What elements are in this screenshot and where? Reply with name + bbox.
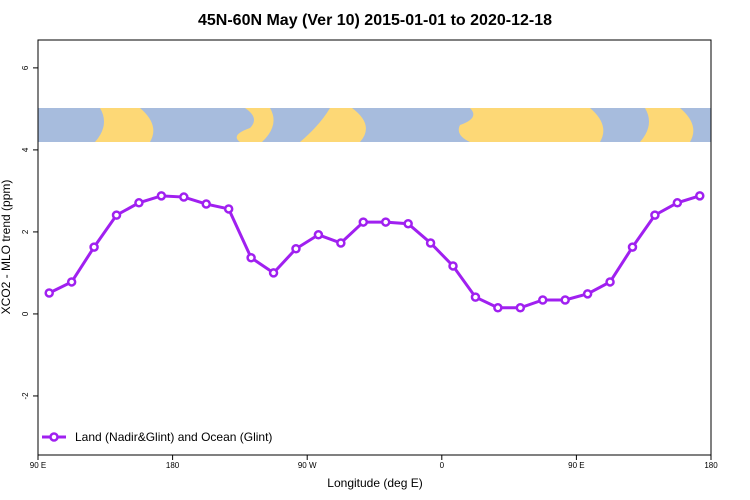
data-point	[134, 198, 144, 208]
data-point	[201, 199, 211, 209]
data-point	[695, 191, 705, 201]
data-point	[268, 268, 279, 278]
data-point	[179, 192, 189, 202]
data-point	[493, 303, 503, 313]
data-point	[66, 277, 77, 287]
x-tick-label: 0	[440, 461, 445, 470]
x-axis-label: Longitude (deg E)	[327, 476, 422, 490]
x-tick-label: 180	[166, 461, 180, 470]
y-tick-label: 6	[21, 65, 30, 70]
data-point	[650, 210, 660, 220]
data-point	[156, 191, 167, 201]
data-point	[560, 295, 570, 305]
data-point	[538, 295, 548, 305]
legend-label: Land (Nadir&Glint) and Ocean (Glint)	[75, 430, 272, 444]
data-point	[605, 277, 615, 287]
data-point	[448, 261, 458, 271]
data-point	[425, 238, 436, 248]
y-tick-label: 4	[21, 147, 30, 152]
data-point	[223, 204, 234, 214]
x-tick-label: 90 E	[568, 461, 584, 470]
y-tick-label: -2	[21, 392, 30, 400]
data-point	[111, 210, 122, 220]
data-point	[582, 289, 593, 299]
legend-marker	[49, 432, 59, 442]
data-point	[515, 303, 526, 313]
y-tick-label: 0	[21, 311, 30, 316]
map-band	[38, 108, 711, 142]
data-point	[470, 292, 481, 302]
plot-frame	[37, 39, 712, 456]
data-point	[246, 253, 256, 263]
y-tick-label: 2	[21, 229, 30, 234]
y-axis-label: XCO2 - MLO trend (ppm)	[0, 180, 13, 315]
x-tick-label: 90 E	[30, 461, 46, 470]
data-point	[380, 217, 391, 227]
data-point	[89, 242, 99, 252]
series-line	[48, 194, 701, 310]
chart-title: 45N-60N May (Ver 10) 2015-01-01 to 2020-…	[198, 12, 552, 29]
data-point	[291, 243, 301, 254]
data-point	[627, 242, 638, 252]
data-point	[313, 230, 324, 240]
x-tick-label: 180	[704, 461, 718, 470]
data-point	[336, 238, 346, 248]
data-point	[44, 288, 54, 298]
data-point	[403, 218, 413, 229]
data-point	[358, 217, 369, 227]
data-point	[672, 198, 683, 208]
x-tick-label: 90 W	[298, 461, 317, 470]
